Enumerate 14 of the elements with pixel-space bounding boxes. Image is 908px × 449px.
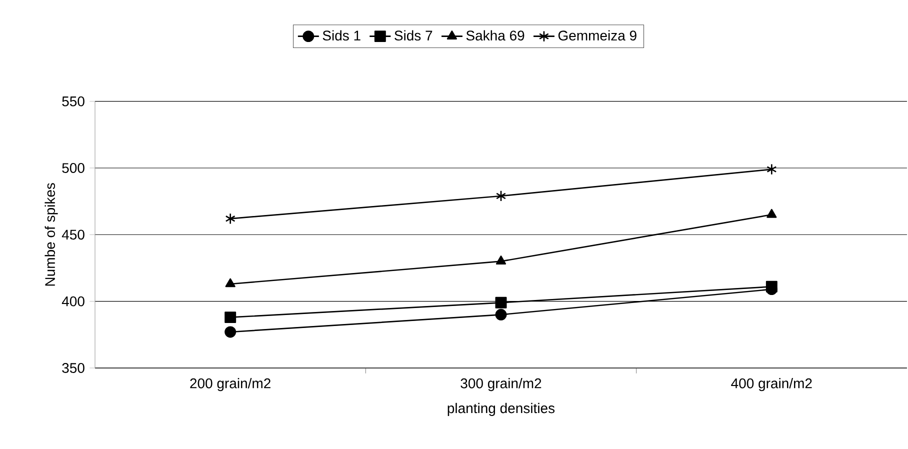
x-tick-label: 300 grain/m2	[460, 378, 542, 392]
legend-label: Sakha 69	[466, 30, 524, 41]
y-tick-label: 550	[62, 96, 84, 106]
y-tick-label: 500	[62, 163, 84, 173]
legend-label: Gemmeiza 9	[558, 30, 636, 41]
x-tick-label: 200 grain/m2	[190, 378, 270, 392]
y-tick-label: 400	[62, 296, 84, 306]
y-axis-title: Numbe of spikes	[44, 183, 58, 286]
x-axis-title: planting densities	[448, 402, 555, 416]
x-tick-label: 400 grain/m2	[731, 378, 812, 392]
y-tick-label: 350	[62, 363, 84, 373]
y-tick-label: 450	[62, 230, 84, 240]
legend-label: Sids 7	[394, 30, 432, 41]
legend-label: Sids 1	[322, 30, 360, 41]
